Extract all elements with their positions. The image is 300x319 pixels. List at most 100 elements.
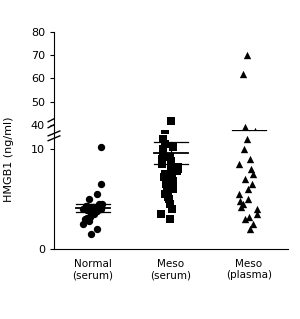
Point xyxy=(169,172,174,177)
Point xyxy=(245,137,250,142)
Point xyxy=(238,204,242,209)
Point xyxy=(100,202,105,207)
Point xyxy=(237,203,242,208)
Point xyxy=(164,201,169,206)
Point xyxy=(245,112,250,117)
Point xyxy=(167,204,172,209)
Point xyxy=(163,142,168,147)
Point xyxy=(246,201,250,206)
Point xyxy=(99,145,103,150)
Point xyxy=(80,221,85,226)
Point xyxy=(248,226,252,232)
Point xyxy=(164,182,169,187)
Point xyxy=(161,192,166,197)
Point xyxy=(248,167,253,172)
Point xyxy=(95,211,100,216)
Point xyxy=(163,170,167,175)
Point xyxy=(160,190,165,195)
Point xyxy=(171,199,176,204)
Point xyxy=(98,206,103,211)
Point xyxy=(163,192,167,197)
Point xyxy=(168,107,173,112)
Point xyxy=(88,214,92,219)
Point xyxy=(245,204,250,209)
Point xyxy=(169,197,173,202)
Point xyxy=(169,177,174,182)
Point xyxy=(237,196,242,201)
Point xyxy=(92,204,97,210)
Point xyxy=(84,215,89,220)
Point xyxy=(160,137,165,142)
Point xyxy=(242,192,247,197)
Point xyxy=(242,216,247,221)
Point xyxy=(250,117,255,122)
Point xyxy=(83,204,88,209)
Point xyxy=(94,209,99,214)
Point xyxy=(171,187,176,192)
Point xyxy=(159,211,164,217)
Point xyxy=(248,211,252,216)
Point xyxy=(239,204,244,210)
Point xyxy=(167,216,172,221)
Point xyxy=(94,203,99,208)
Point xyxy=(242,177,247,182)
Point xyxy=(85,204,89,209)
Point xyxy=(98,206,103,211)
Point xyxy=(174,197,179,202)
Point xyxy=(97,205,101,210)
Point xyxy=(252,128,257,133)
Point xyxy=(98,182,103,187)
Point xyxy=(255,206,260,211)
Point xyxy=(83,205,88,211)
Point xyxy=(169,206,174,211)
Point xyxy=(167,194,172,199)
Point xyxy=(171,179,176,184)
Point xyxy=(242,208,247,213)
Point xyxy=(160,196,165,201)
Point xyxy=(84,208,89,213)
Point xyxy=(165,203,170,208)
Point xyxy=(166,112,170,117)
Point xyxy=(163,187,168,192)
Point xyxy=(88,207,93,212)
Point xyxy=(97,202,101,207)
Point xyxy=(89,205,94,211)
Point xyxy=(160,162,165,167)
Point xyxy=(163,52,167,57)
Point xyxy=(176,165,180,170)
Point xyxy=(176,196,180,201)
Point xyxy=(163,191,168,196)
Point xyxy=(245,197,250,202)
Point xyxy=(241,71,246,76)
Point xyxy=(167,155,172,160)
Point xyxy=(82,216,87,221)
Point xyxy=(241,202,245,207)
Point xyxy=(94,192,99,197)
Point xyxy=(246,187,250,192)
Point xyxy=(168,183,173,188)
Point xyxy=(100,205,105,210)
Point xyxy=(171,145,176,150)
Point xyxy=(238,198,242,204)
Point xyxy=(161,198,166,204)
Point xyxy=(248,160,252,165)
Point xyxy=(169,199,174,204)
Point xyxy=(89,204,94,210)
Point xyxy=(89,231,94,236)
Point xyxy=(89,210,94,215)
Point xyxy=(164,200,169,205)
Point xyxy=(248,194,253,199)
Point xyxy=(248,8,252,13)
Point xyxy=(85,205,89,211)
Point xyxy=(251,210,256,215)
Point xyxy=(242,186,247,191)
Point xyxy=(160,193,165,198)
Point xyxy=(171,3,176,8)
Point xyxy=(161,147,166,152)
Point xyxy=(250,198,255,203)
Point xyxy=(161,175,166,180)
Point xyxy=(247,214,252,219)
Point xyxy=(80,210,85,215)
Point xyxy=(171,201,176,206)
Point xyxy=(95,226,100,232)
